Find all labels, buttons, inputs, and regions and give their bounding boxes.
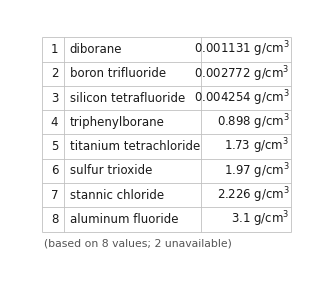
- Text: 0.001131 g/cm$^3$: 0.001131 g/cm$^3$: [194, 40, 290, 59]
- Text: aluminum fluoride: aluminum fluoride: [70, 213, 178, 226]
- Text: triphenylborane: triphenylborane: [70, 116, 164, 129]
- Text: stannic chloride: stannic chloride: [70, 189, 164, 202]
- Text: (based on 8 values; 2 unavailable): (based on 8 values; 2 unavailable): [45, 239, 232, 249]
- Text: 1.73 g/cm$^3$: 1.73 g/cm$^3$: [225, 137, 290, 156]
- Text: sulfur trioxide: sulfur trioxide: [70, 164, 152, 177]
- Text: 2: 2: [51, 67, 58, 80]
- Text: 1: 1: [51, 43, 58, 56]
- Text: 6: 6: [51, 164, 58, 177]
- Text: 0.004254 g/cm$^3$: 0.004254 g/cm$^3$: [194, 88, 290, 108]
- Text: 0.898 g/cm$^3$: 0.898 g/cm$^3$: [216, 112, 290, 132]
- Text: 4: 4: [51, 116, 58, 129]
- Text: 2.226 g/cm$^3$: 2.226 g/cm$^3$: [217, 186, 290, 205]
- Text: 1.97 g/cm$^3$: 1.97 g/cm$^3$: [224, 161, 290, 181]
- Text: 7: 7: [51, 189, 58, 202]
- Text: boron trifluoride: boron trifluoride: [70, 67, 166, 80]
- Text: 0.002772 g/cm$^3$: 0.002772 g/cm$^3$: [194, 64, 290, 84]
- Text: 5: 5: [51, 140, 58, 153]
- Text: diborane: diborane: [70, 43, 122, 56]
- Text: 3.1 g/cm$^3$: 3.1 g/cm$^3$: [231, 210, 290, 229]
- Text: 3: 3: [51, 92, 58, 105]
- Text: titanium tetrachloride: titanium tetrachloride: [70, 140, 200, 153]
- Text: 8: 8: [51, 213, 58, 226]
- Text: silicon tetrafluoride: silicon tetrafluoride: [70, 92, 185, 105]
